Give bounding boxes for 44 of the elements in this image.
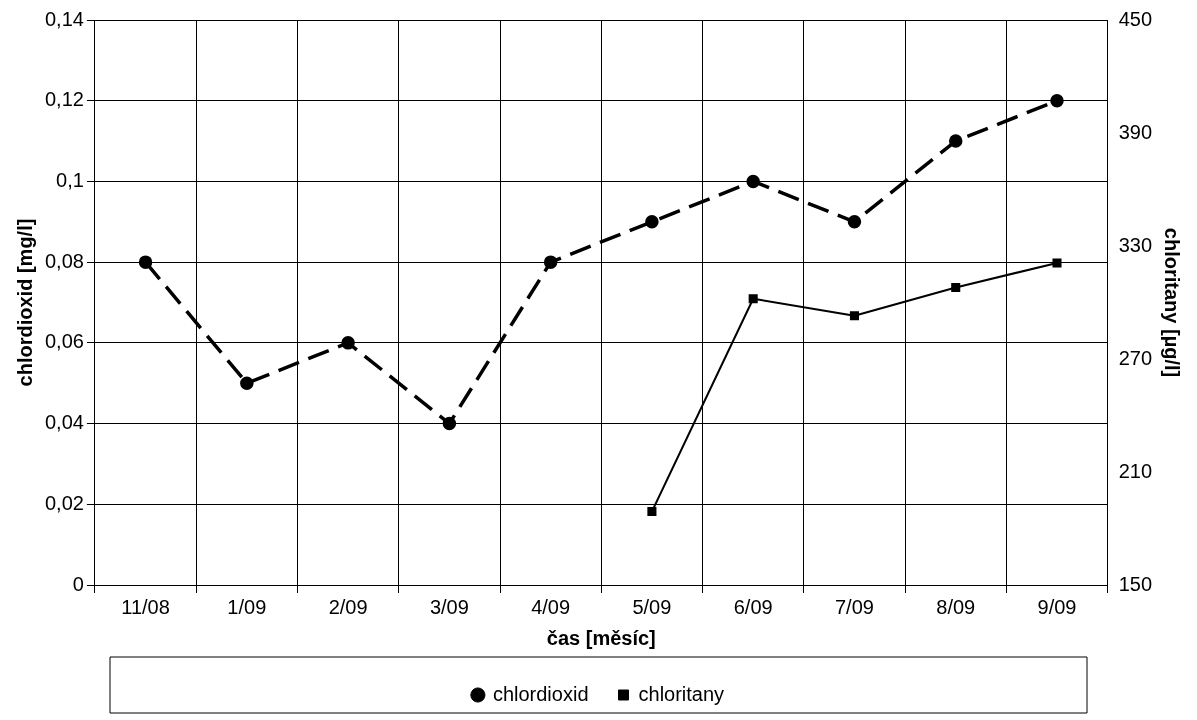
x-tick-label: 4/09 — [531, 595, 571, 618]
point — [849, 311, 859, 321]
point — [442, 416, 457, 431]
y-tick-label: 0 — [72, 572, 84, 595]
x-tick-label: 2/09 — [328, 595, 368, 618]
point — [341, 336, 355, 350]
y2-tick-label: 450 — [1118, 7, 1153, 30]
y-tick-label: 0,14 — [44, 7, 84, 30]
point — [1050, 93, 1064, 108]
x-tick-label: 1/09 — [227, 595, 267, 618]
y2-tick-label: 390 — [1118, 120, 1153, 143]
x-tick-label: 9/09 — [1037, 595, 1077, 618]
y-tick-label: 0,12 — [44, 88, 84, 111]
y2-tick-label: 150 — [1118, 572, 1153, 595]
x-tick-label: 3/09 — [429, 595, 469, 618]
point — [1052, 258, 1062, 268]
point — [645, 215, 659, 229]
point — [951, 282, 961, 292]
point — [847, 215, 862, 229]
legend-label: chlordioxid — [492, 682, 589, 705]
y2-tick-label: 270 — [1118, 346, 1153, 369]
x-tick-label: 7/09 — [834, 595, 874, 618]
x-tick-label: 8/09 — [936, 595, 976, 618]
y2-tick-label: 330 — [1118, 233, 1153, 256]
point — [240, 376, 254, 390]
y2-axis-title: chloritany [µg/l] — [1161, 227, 1184, 378]
y-tick-label: 0,06 — [44, 330, 84, 353]
point — [948, 134, 963, 148]
point — [748, 294, 758, 304]
point — [543, 255, 558, 269]
point — [138, 255, 153, 269]
legend-label: chloritany — [638, 682, 725, 705]
x-tick-label: 5/09 — [632, 595, 672, 618]
y-tick-label: 0,08 — [44, 249, 84, 272]
y2-tick-label: 210 — [1118, 459, 1153, 482]
y-tick-label: 0,1 — [56, 168, 84, 191]
x-axis-title: čas [měsíc] — [546, 626, 656, 649]
y-axis-title: chlordioxid [mg/l] — [13, 218, 36, 387]
x-tick-label: 11/08 — [121, 595, 170, 618]
point — [647, 507, 657, 517]
point — [746, 174, 760, 189]
x-tick-label: 6/09 — [733, 595, 773, 618]
y-tick-label: 0,02 — [44, 491, 84, 514]
y-tick-label: 0,04 — [44, 411, 84, 434]
